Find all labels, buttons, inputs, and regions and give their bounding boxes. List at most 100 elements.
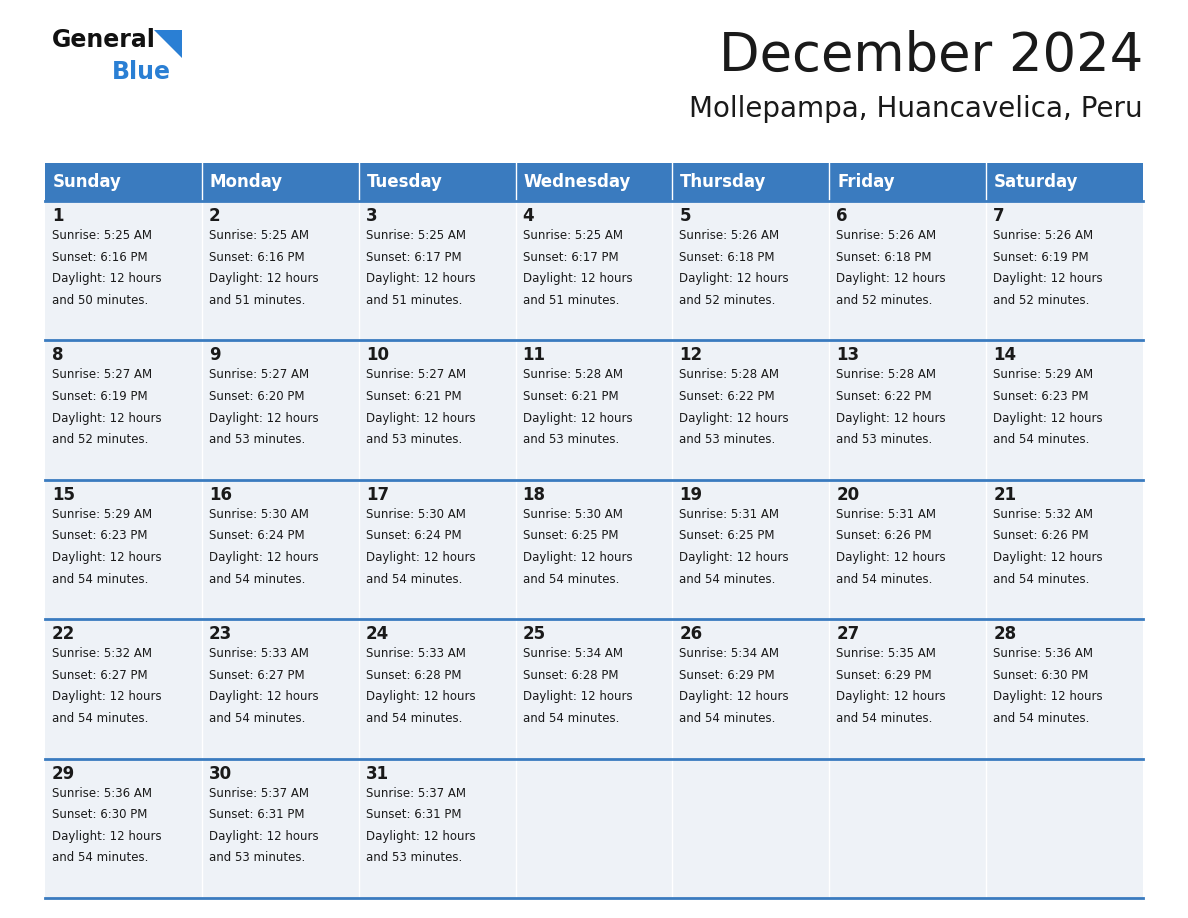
Text: Sunset: 6:27 PM: Sunset: 6:27 PM (52, 669, 147, 682)
Bar (202, 201, 359, 341)
Text: Sunrise: 5:25 AM: Sunrise: 5:25 AM (366, 229, 466, 242)
Text: Daylight: 12 hours: Daylight: 12 hours (366, 830, 475, 843)
Text: Sunset: 6:25 PM: Sunset: 6:25 PM (523, 530, 618, 543)
Text: and 53 minutes.: and 53 minutes. (209, 433, 305, 446)
Text: Sunset: 6:25 PM: Sunset: 6:25 PM (680, 530, 775, 543)
Text: Daylight: 12 hours: Daylight: 12 hours (366, 551, 475, 564)
Text: and 53 minutes.: and 53 minutes. (366, 851, 462, 865)
Bar (45, 341, 202, 480)
Bar (672, 341, 829, 480)
Bar (986, 758, 1143, 898)
Text: 5: 5 (680, 207, 691, 225)
Text: 17: 17 (366, 486, 388, 504)
Text: Sunset: 6:30 PM: Sunset: 6:30 PM (52, 808, 147, 822)
Text: Sunrise: 5:33 AM: Sunrise: 5:33 AM (209, 647, 309, 660)
Text: 4: 4 (523, 207, 535, 225)
Text: Sunset: 6:29 PM: Sunset: 6:29 PM (680, 669, 775, 682)
Text: 3: 3 (366, 207, 378, 225)
Bar (986, 620, 1143, 758)
Text: Sunday: Sunday (52, 173, 121, 191)
Text: Daylight: 12 hours: Daylight: 12 hours (523, 273, 632, 285)
Text: Sunset: 6:19 PM: Sunset: 6:19 PM (993, 251, 1088, 263)
Text: Sunrise: 5:36 AM: Sunrise: 5:36 AM (993, 647, 1093, 660)
Text: and 51 minutes.: and 51 minutes. (209, 294, 305, 307)
Text: Daylight: 12 hours: Daylight: 12 hours (209, 830, 318, 843)
Text: and 54 minutes.: and 54 minutes. (52, 573, 148, 586)
Bar (202, 620, 359, 758)
Text: 6: 6 (836, 207, 848, 225)
Bar (516, 480, 672, 620)
Bar (45, 620, 202, 758)
Text: 10: 10 (366, 346, 388, 364)
Text: Sunset: 6:21 PM: Sunset: 6:21 PM (366, 390, 461, 403)
Text: and 54 minutes.: and 54 minutes. (209, 573, 305, 586)
Text: Sunrise: 5:27 AM: Sunrise: 5:27 AM (209, 368, 309, 381)
Text: Daylight: 12 hours: Daylight: 12 hours (52, 690, 162, 703)
Text: Sunrise: 5:28 AM: Sunrise: 5:28 AM (523, 368, 623, 381)
Text: 2: 2 (209, 207, 221, 225)
Bar (516, 163, 672, 201)
Text: Friday: Friday (838, 173, 895, 191)
Text: Sunset: 6:26 PM: Sunset: 6:26 PM (993, 530, 1088, 543)
Bar (672, 163, 829, 201)
Bar (516, 201, 672, 341)
Text: Sunrise: 5:35 AM: Sunrise: 5:35 AM (836, 647, 936, 660)
Text: Daylight: 12 hours: Daylight: 12 hours (993, 690, 1102, 703)
Text: 7: 7 (993, 207, 1005, 225)
Text: 30: 30 (209, 765, 232, 783)
Text: 1: 1 (52, 207, 63, 225)
Polygon shape (154, 30, 182, 58)
Text: Sunrise: 5:31 AM: Sunrise: 5:31 AM (836, 508, 936, 521)
Text: Sunrise: 5:28 AM: Sunrise: 5:28 AM (836, 368, 936, 381)
Bar (359, 480, 516, 620)
Text: 21: 21 (993, 486, 1016, 504)
Text: and 52 minutes.: and 52 minutes. (680, 294, 776, 307)
Text: 22: 22 (52, 625, 75, 644)
Text: 18: 18 (523, 486, 545, 504)
Text: Sunset: 6:23 PM: Sunset: 6:23 PM (993, 390, 1088, 403)
Bar (986, 480, 1143, 620)
Text: Sunset: 6:27 PM: Sunset: 6:27 PM (209, 669, 304, 682)
Text: Daylight: 12 hours: Daylight: 12 hours (209, 411, 318, 425)
Text: and 53 minutes.: and 53 minutes. (523, 433, 619, 446)
Bar (359, 163, 516, 201)
Text: Sunrise: 5:26 AM: Sunrise: 5:26 AM (993, 229, 1093, 242)
Text: Sunrise: 5:27 AM: Sunrise: 5:27 AM (52, 368, 152, 381)
Text: 26: 26 (680, 625, 702, 644)
Text: Sunset: 6:19 PM: Sunset: 6:19 PM (52, 390, 147, 403)
Text: Sunrise: 5:25 AM: Sunrise: 5:25 AM (209, 229, 309, 242)
Text: Sunset: 6:17 PM: Sunset: 6:17 PM (523, 251, 618, 263)
Text: Saturday: Saturday (994, 173, 1079, 191)
Text: and 53 minutes.: and 53 minutes. (680, 433, 776, 446)
Bar (986, 163, 1143, 201)
Bar (202, 758, 359, 898)
Text: Sunset: 6:30 PM: Sunset: 6:30 PM (993, 669, 1088, 682)
Text: and 54 minutes.: and 54 minutes. (836, 573, 933, 586)
Text: Sunrise: 5:26 AM: Sunrise: 5:26 AM (836, 229, 936, 242)
Text: Sunset: 6:28 PM: Sunset: 6:28 PM (523, 669, 618, 682)
Bar (45, 201, 202, 341)
Bar (359, 758, 516, 898)
Bar (829, 480, 986, 620)
Text: Sunset: 6:29 PM: Sunset: 6:29 PM (836, 669, 931, 682)
Bar (202, 480, 359, 620)
Text: and 51 minutes.: and 51 minutes. (523, 294, 619, 307)
Text: and 52 minutes.: and 52 minutes. (52, 433, 148, 446)
Text: Daylight: 12 hours: Daylight: 12 hours (680, 411, 789, 425)
Text: 15: 15 (52, 486, 75, 504)
Text: and 51 minutes.: and 51 minutes. (366, 294, 462, 307)
Text: General: General (52, 28, 156, 52)
Text: Sunset: 6:22 PM: Sunset: 6:22 PM (680, 390, 775, 403)
Text: Sunset: 6:16 PM: Sunset: 6:16 PM (52, 251, 147, 263)
Text: Sunrise: 5:34 AM: Sunrise: 5:34 AM (680, 647, 779, 660)
Text: 9: 9 (209, 346, 221, 364)
Text: Sunset: 6:26 PM: Sunset: 6:26 PM (836, 530, 931, 543)
Text: and 52 minutes.: and 52 minutes. (993, 294, 1089, 307)
Text: Monday: Monday (210, 173, 283, 191)
Bar (516, 341, 672, 480)
Bar (202, 341, 359, 480)
Text: Daylight: 12 hours: Daylight: 12 hours (366, 411, 475, 425)
Text: Daylight: 12 hours: Daylight: 12 hours (993, 273, 1102, 285)
Text: 29: 29 (52, 765, 75, 783)
Text: Daylight: 12 hours: Daylight: 12 hours (993, 551, 1102, 564)
